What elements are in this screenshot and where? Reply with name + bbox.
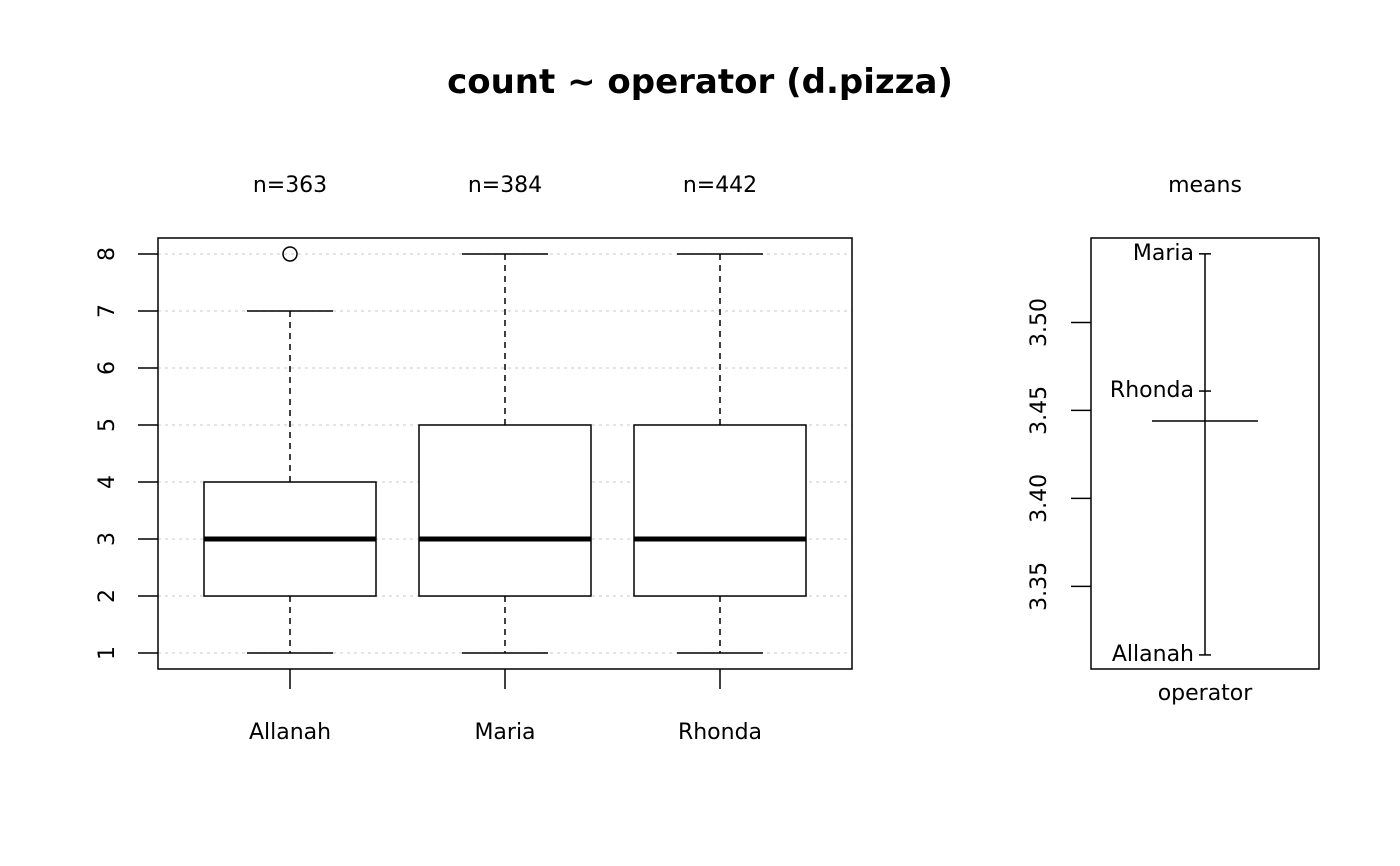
means-xlabel: operator (1158, 681, 1254, 706)
means-title: means (1168, 173, 1242, 198)
y-tick-label: 8 (95, 247, 120, 261)
n-label: n=363 (253, 173, 327, 198)
x-tick-label: Allanah (249, 720, 331, 745)
x-tick-label: Rhonda (678, 720, 762, 745)
y-tick-label: 3.45 (1027, 386, 1052, 435)
mean-label: Allanah (1112, 642, 1194, 667)
box (633, 424, 807, 597)
y-tick-label: 3.35 (1027, 562, 1052, 611)
box (418, 424, 592, 597)
y-tick-label: 1 (95, 646, 120, 660)
mean-label: Rhonda (1110, 378, 1194, 403)
x-tick-label: Maria (474, 720, 535, 745)
y-tick-label: 6 (95, 361, 120, 375)
y-tick-label: 2 (95, 589, 120, 603)
boxplot-panel: 1 2 3 4 5 6 7 8 Allanah n=363 Maria n=384 Rhonda n=44… (95, 173, 853, 745)
n-label: n=384 (468, 173, 542, 198)
y-tick-label: 3.40 (1027, 474, 1052, 523)
means-panel: means operator 3.35 3.40 3.45 3.50 Allanah Ma… (1027, 173, 1320, 706)
chart-title: count ~ operator (d.pizza) (447, 62, 953, 102)
y-tick-label: 5 (95, 418, 120, 432)
outlier-point (282, 246, 298, 262)
plot-frame (1090, 237, 1320, 670)
y-tick-label: 3.50 (1027, 298, 1052, 347)
mean-label: Maria (1133, 241, 1194, 266)
n-label: n=442 (683, 173, 757, 198)
y-tick-label: 7 (95, 304, 120, 318)
y-tick-label: 4 (95, 475, 120, 489)
y-tick-label: 3 (95, 532, 120, 546)
